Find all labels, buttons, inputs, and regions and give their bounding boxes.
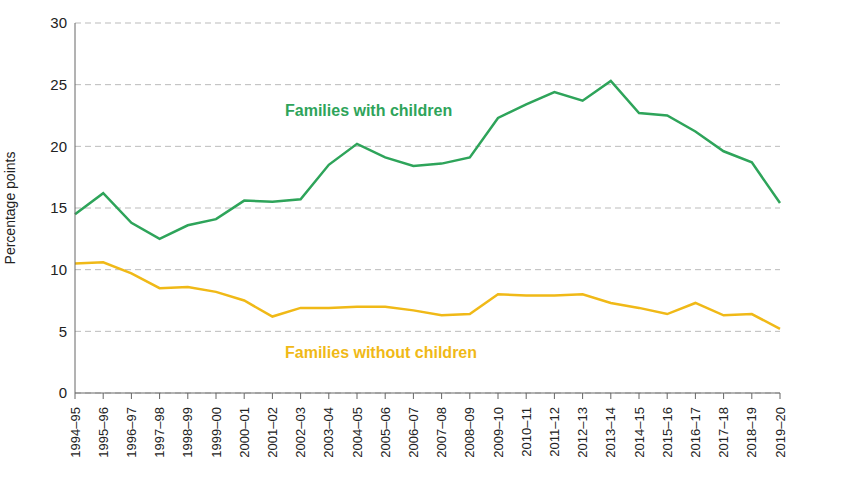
svg-text:5: 5	[59, 323, 67, 340]
html-text:Families with children: Families with children	[285, 102, 453, 119]
svg-text:0: 0	[59, 384, 67, 401]
svg-text:2003–04: 2003–04	[321, 407, 336, 458]
svg-text:15: 15	[50, 199, 67, 216]
svg-text:25: 25	[50, 76, 67, 93]
svg-text:2011–12: 2011–12	[547, 407, 562, 457]
svg-text:2004–05: 2004–05	[350, 407, 365, 458]
svg-text:2002–03: 2002–03	[293, 407, 308, 458]
svg-text:2015–16: 2015–16	[660, 407, 675, 458]
svg-text:2006–07: 2006–07	[406, 407, 421, 458]
svg-text:30: 30	[50, 14, 67, 31]
svg-text:2017–18: 2017–18	[716, 407, 731, 458]
svg-text:2005–06: 2005–06	[378, 407, 393, 458]
svg-text:1996–97: 1996–97	[124, 407, 139, 458]
svg-text:2012–13: 2012–13	[575, 407, 590, 458]
svg-text:2008–09: 2008–09	[462, 407, 477, 458]
svg-text:2010–11: 2010–11	[519, 407, 534, 457]
svg-text:2007–08: 2007–08	[434, 407, 449, 458]
svg-text:2019–20: 2019–20	[773, 407, 788, 458]
svg-text:1998–99: 1998–99	[180, 407, 195, 458]
html-text:Families without children: Families without children	[285, 344, 477, 361]
svg-text:Percentage points: Percentage points	[8, 152, 18, 265]
svg-text:1995–96: 1995–96	[96, 407, 111, 458]
svg-text:10: 10	[50, 261, 67, 278]
svg-text:1997–98: 1997–98	[152, 407, 167, 458]
svg-text:2009–10: 2009–10	[491, 407, 506, 458]
svg-text:20: 20	[50, 138, 67, 155]
svg-text:1999–00: 1999–00	[209, 407, 224, 458]
svg-text:2018–19: 2018–19	[744, 407, 759, 458]
svg-text:2001–02: 2001–02	[265, 407, 280, 458]
svg-text:2000–01: 2000–01	[237, 407, 252, 458]
svg-text:1994–95: 1994–95	[68, 407, 83, 458]
svg-text:2013–14: 2013–14	[603, 407, 618, 458]
svg-text:2014–15: 2014–15	[632, 407, 647, 458]
svg-text:2016–17: 2016–17	[688, 407, 703, 458]
